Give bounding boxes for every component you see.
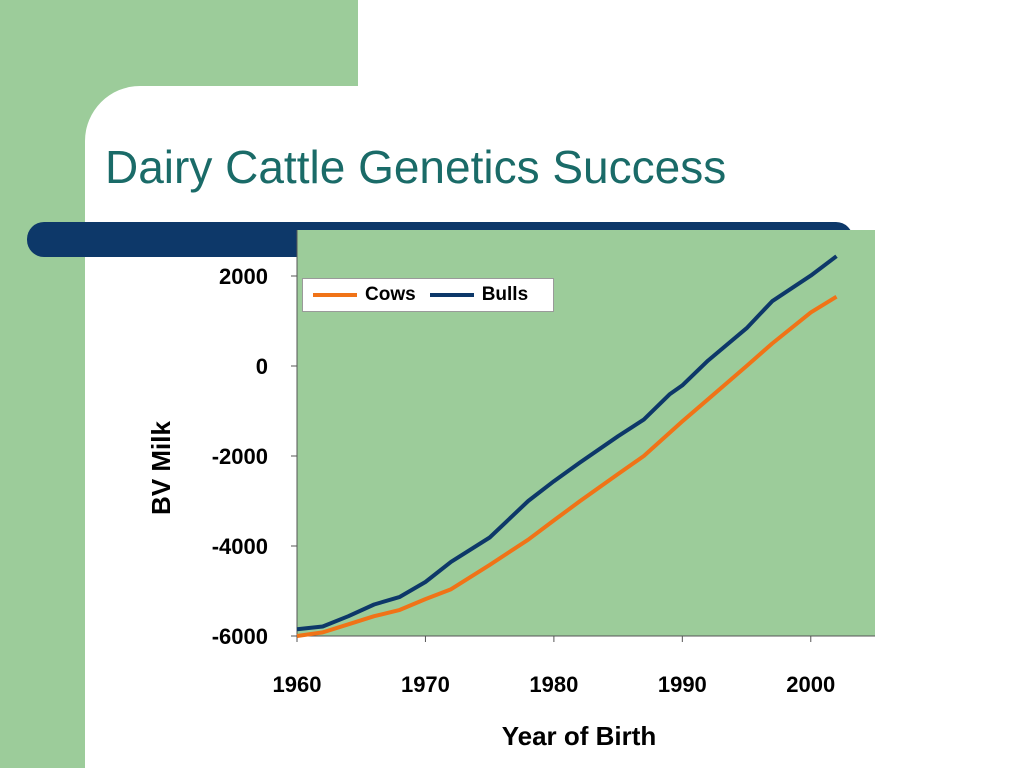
- legend-label-bulls: Bulls: [481, 284, 529, 305]
- legend-item-bulls: Bulls: [429, 284, 529, 306]
- x-axis-label: Year of Birth: [502, 721, 657, 751]
- chart-legend: Cows Bulls: [302, 278, 554, 312]
- legend-item-cows: Cows: [313, 284, 416, 306]
- y-tick-label: 2000: [219, 264, 268, 289]
- x-tick-label: 1970: [401, 672, 450, 697]
- x-tick-label: 1990: [658, 672, 707, 697]
- y-tick-label: -2000: [212, 444, 268, 469]
- legend-swatch-bulls: [429, 293, 474, 297]
- y-tick-label: -4000: [212, 534, 268, 559]
- chart-axes: [296, 230, 875, 637]
- series-line-cows: [296, 294, 838, 638]
- chart-series-lines: [296, 254, 838, 638]
- content-panel-corner: [85, 86, 140, 141]
- y-tick-label: -6000: [212, 624, 268, 649]
- y-tick-label: 0: [256, 354, 268, 379]
- top-green-block: [85, 0, 358, 86]
- slide-title: Dairy Cattle Genetics Success: [105, 141, 727, 193]
- x-tick-label: 1980: [529, 672, 578, 697]
- left-green-band: [0, 0, 85, 768]
- series-line-bulls: [296, 254, 838, 632]
- legend-swatch-cows: [313, 293, 357, 297]
- x-tick-label: 1960: [273, 672, 322, 697]
- x-tick-label: 2000: [786, 672, 835, 697]
- y-axis-label: BV Milk: [146, 421, 176, 515]
- legend-label-cows: Cows: [365, 284, 416, 305]
